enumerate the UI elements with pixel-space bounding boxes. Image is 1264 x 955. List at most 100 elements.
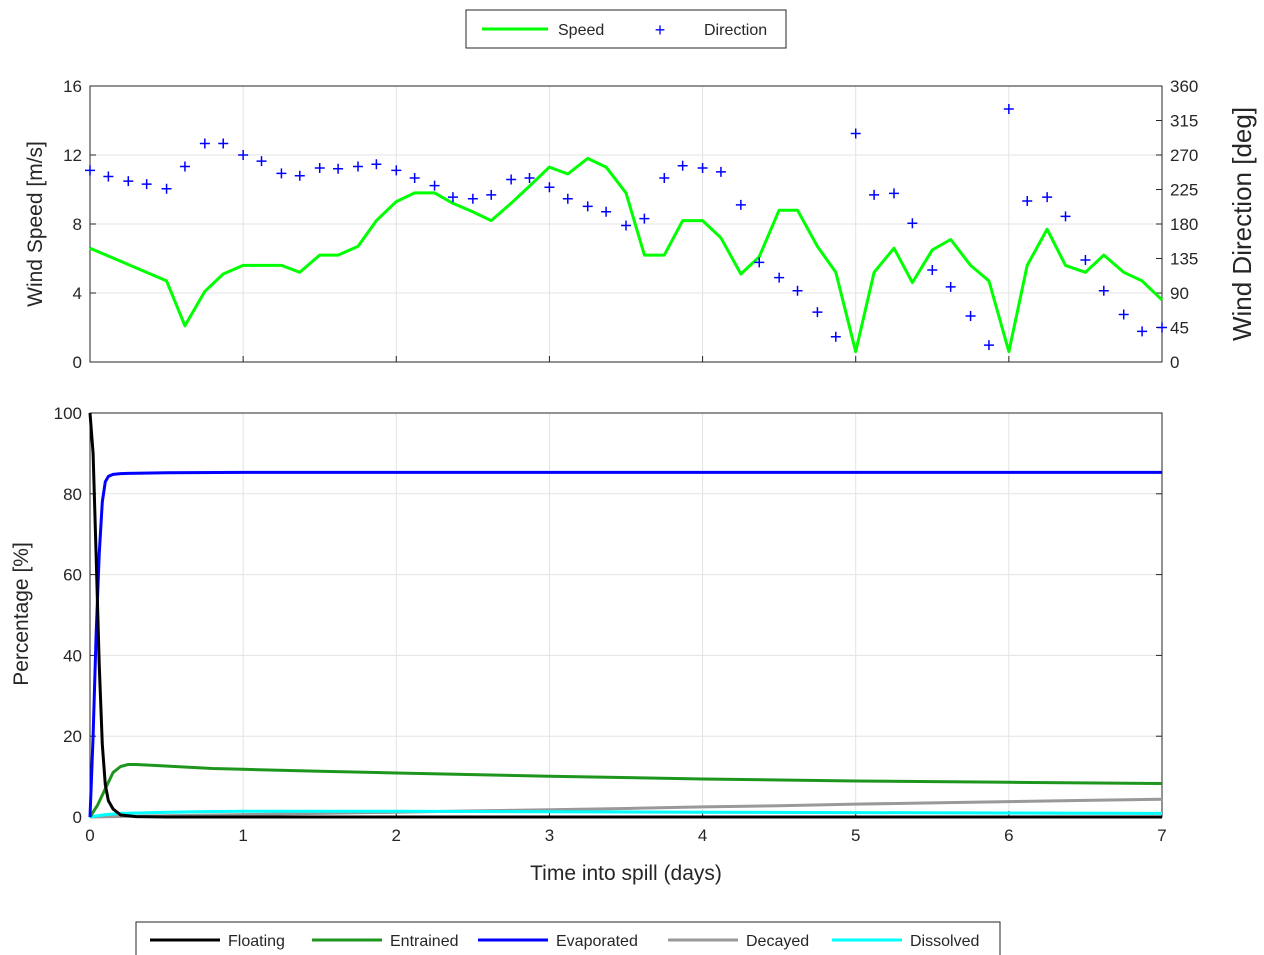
direction-ytick-label: 90 [1170, 284, 1189, 303]
direction-point [659, 173, 670, 183]
speed-ytick-label: 16 [63, 77, 82, 96]
direction-point [774, 272, 785, 283]
speed-ytick-label: 8 [73, 215, 82, 234]
direction-point [830, 331, 841, 342]
direction-point [1098, 285, 1109, 296]
direction-point [429, 180, 440, 191]
series-decayed [89, 797, 1163, 819]
fate-xtick-label: 2 [392, 826, 401, 845]
direction-point [371, 159, 382, 170]
wind-speed-axis-label: Wind Speed [m/s] [24, 141, 47, 307]
direction-point [735, 199, 746, 210]
direction-point [965, 311, 976, 321]
legend-decayed-label: Decayed [746, 933, 809, 950]
fate-legend: Floating Entrained Evaporated Decayed Dissol… [135, 921, 1001, 955]
legend-floating-label: Floating [228, 933, 285, 950]
direction-point [179, 161, 190, 172]
direction-point [506, 174, 517, 185]
direction-point [333, 163, 344, 174]
direction-series [85, 104, 1167, 351]
fate-ticks: 0 1 2 3 4 5 6 7 0 20 40 60 80 100 [54, 404, 1167, 845]
direction-point [582, 201, 593, 212]
legend-direction-marker: + [655, 20, 666, 40]
direction-point [544, 182, 555, 193]
direction-ytick-label: 270 [1170, 146, 1198, 165]
fate-xtick-label: 3 [545, 826, 554, 845]
direction-point [1137, 326, 1148, 337]
legend-entrained-label: Entrained [390, 933, 459, 950]
direction-point [141, 179, 152, 190]
direction-point [353, 161, 363, 172]
direction-point [792, 285, 803, 296]
direction-point [314, 163, 325, 174]
wind-ticks: 0 4 8 12 16 0 45 90 135 180 225 270 315 360 [63, 77, 1198, 372]
direction-point [889, 188, 899, 199]
fate-xtick-label: 4 [698, 826, 707, 845]
speed-line [89, 156, 1164, 354]
direction-point [945, 281, 956, 292]
direction-point [238, 150, 249, 160]
percentage-axis-label: Percentage [%] [10, 542, 33, 686]
speed-ytick-label: 0 [73, 353, 82, 372]
fate-ytick-label: 0 [73, 808, 82, 827]
direction-point [103, 171, 114, 182]
fate-series [88, 412, 1163, 819]
series-evaporated [88, 470, 1162, 818]
legend-speed-label: Speed [558, 22, 604, 39]
wind-direction-axis-label: Wind Direction [deg] [1227, 107, 1257, 341]
direction-point [85, 165, 95, 176]
direction-point [391, 165, 402, 176]
legend-dissolved-label: Dissolved [910, 933, 979, 950]
series-entrained [88, 763, 1163, 818]
speed-ytick-label: 4 [73, 284, 82, 303]
direction-point [1022, 196, 1033, 206]
speed-series [89, 156, 1164, 354]
fate-xtick-label: 7 [1157, 826, 1166, 845]
direction-point [850, 128, 861, 139]
direction-ytick-label: 135 [1170, 250, 1198, 269]
fate-xtick-label: 1 [238, 826, 247, 845]
fate-ytick-label: 40 [63, 646, 82, 665]
direction-point [524, 173, 535, 183]
direction-point [621, 220, 631, 231]
direction-ytick-label: 225 [1170, 181, 1198, 200]
direction-point [983, 340, 994, 351]
direction-point [927, 265, 938, 275]
legend-evaporated-label: Evaporated [556, 933, 638, 950]
direction-point [639, 213, 650, 224]
direction-point [812, 307, 823, 318]
direction-point [276, 168, 287, 179]
direction-point [601, 206, 612, 217]
series-floating [88, 412, 1162, 819]
direction-point [447, 192, 458, 203]
direction-point [1060, 211, 1071, 222]
wind-legend: Speed + Direction [465, 9, 787, 49]
direction-point [1080, 255, 1091, 266]
fate-ytick-label: 100 [54, 404, 82, 423]
direction-point [907, 218, 918, 229]
direction-point [218, 138, 229, 149]
direction-ytick-label: 360 [1170, 77, 1198, 96]
direction-ytick-label: 45 [1170, 319, 1189, 338]
direction-point [869, 189, 880, 200]
direction-point [199, 138, 210, 149]
fate-xtick-label: 6 [1004, 826, 1013, 845]
legend-direction-label: Direction [704, 22, 767, 39]
speed-ytick-label: 12 [63, 146, 82, 165]
direction-point [1118, 309, 1129, 320]
direction-point [697, 163, 708, 174]
direction-point [1003, 104, 1014, 114]
direction-point [486, 189, 497, 200]
direction-point [409, 173, 420, 183]
fate-xtick-label: 5 [851, 826, 860, 845]
time-axis-label: Time into spill (days) [530, 862, 722, 885]
direction-point [677, 160, 688, 171]
direction-ytick-label: 0 [1170, 353, 1179, 372]
direction-point [754, 257, 765, 268]
direction-point [1157, 322, 1167, 333]
direction-point [715, 166, 726, 177]
fate-ytick-label: 20 [63, 727, 82, 746]
direction-point [294, 170, 305, 181]
fate-xtick-label: 0 [85, 826, 94, 845]
